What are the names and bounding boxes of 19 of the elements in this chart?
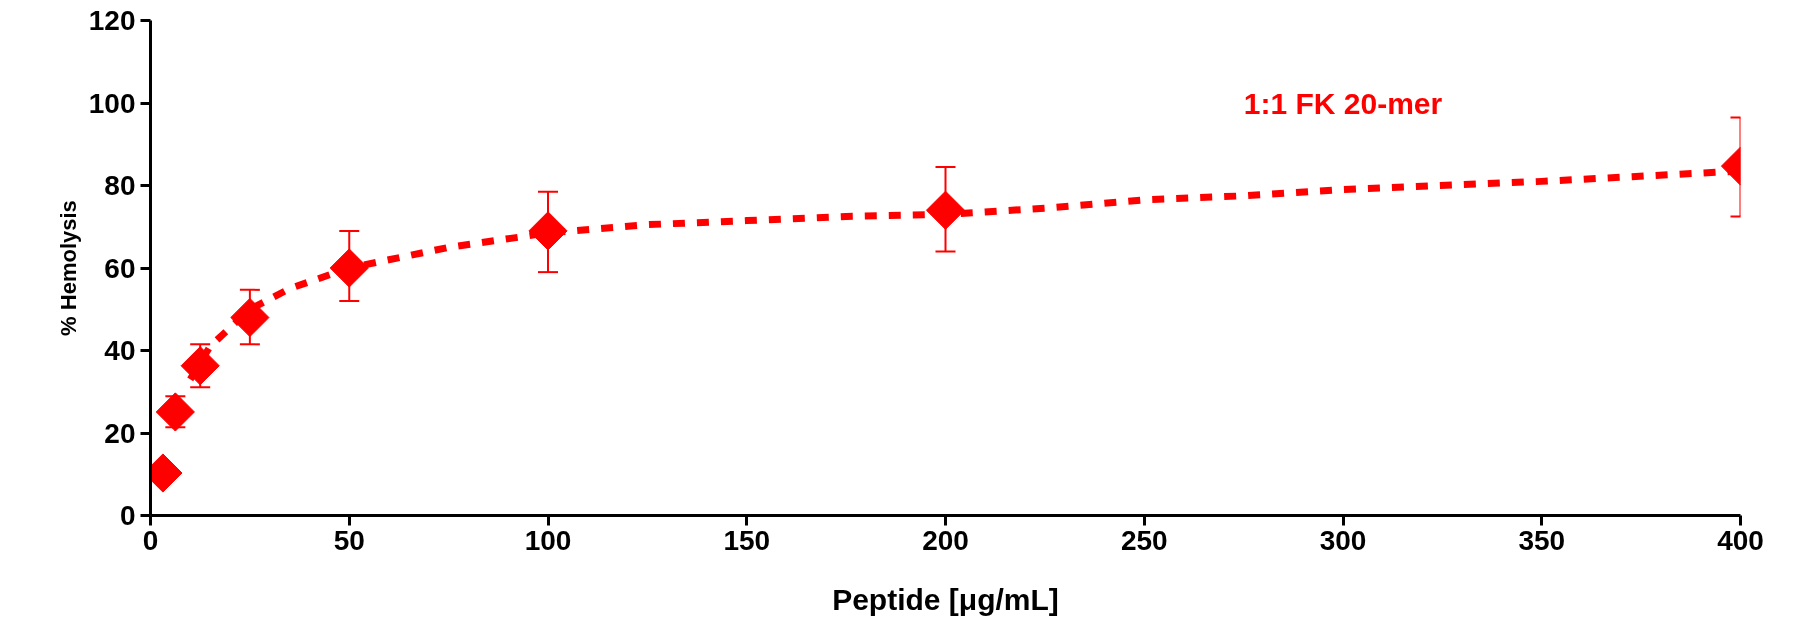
- x-axis-title: Peptide [μg/mL]: [832, 582, 1059, 616]
- x-tick-label: 0: [142, 524, 159, 556]
- y-tick-label: 100: [88, 87, 136, 119]
- x-tick-label: 200: [922, 524, 969, 556]
- y-tick-label: 40: [104, 335, 136, 366]
- y-tick-label: 80: [104, 170, 136, 201]
- x-tick-label: 150: [723, 524, 771, 556]
- x-tick-label: 400: [1717, 524, 1764, 556]
- x-tick-label: 350: [1518, 524, 1566, 556]
- y-tick-label: 20: [104, 417, 136, 449]
- x-tick-label: 100: [524, 524, 572, 556]
- x-tick-label: 300: [1319, 524, 1367, 556]
- x-tick-label: 50: [333, 524, 365, 556]
- y-tick-label: 120: [88, 5, 136, 36]
- y-tick-label: 60: [104, 252, 136, 284]
- y-tick-label: 0: [119, 500, 136, 531]
- text: 1:1 FK 20-mer: [1243, 86, 1443, 120]
- y-axis-title: % Hemolysis: [55, 200, 81, 336]
- x-tick-label: 250: [1120, 524, 1168, 556]
